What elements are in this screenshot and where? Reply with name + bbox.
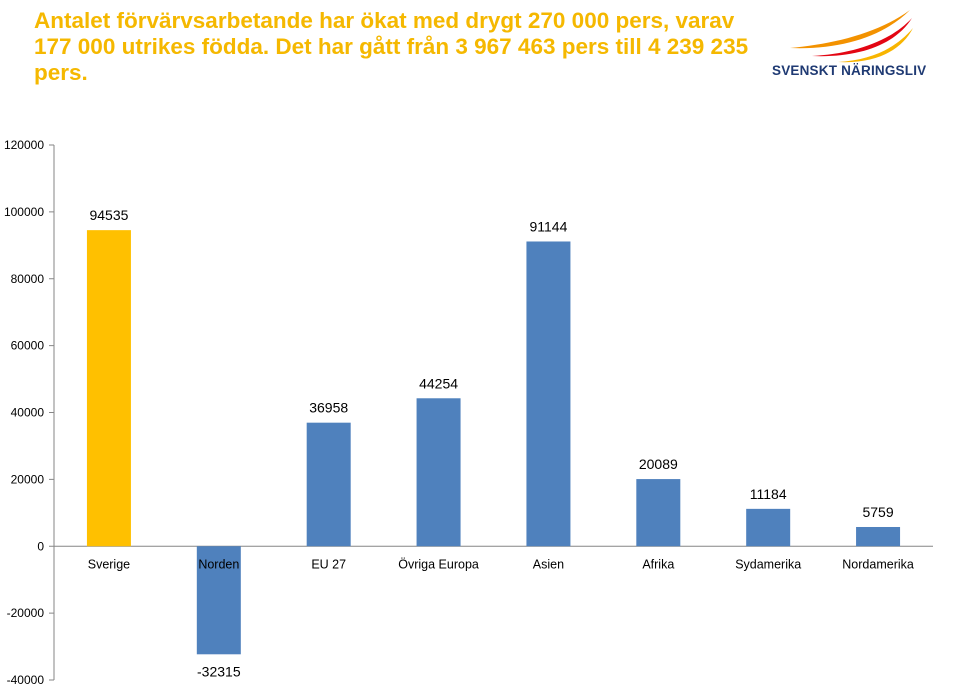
- y-tick-label: 0: [37, 539, 44, 553]
- y-tick-label: 20000: [11, 472, 45, 486]
- data-label: 11184: [750, 486, 787, 502]
- bar-nordamerika: [856, 526, 901, 547]
- y-tick-label: 40000: [11, 406, 45, 420]
- data-label: 94535: [89, 207, 128, 223]
- category-label: Afrika: [642, 557, 674, 571]
- data-label: 44254: [419, 375, 458, 391]
- logo-swoosh-orange: [790, 10, 910, 49]
- y-axis: -40000 -20000 0 20000 40000 60000 80000 100000 1…: [4, 138, 933, 686]
- data-label: 36958: [309, 400, 348, 416]
- data-label: 91144: [529, 218, 567, 234]
- category-labels: Sverige Norden EU 27 Övriga Europa Asien Afri…: [88, 557, 914, 571]
- y-tick-label: -20000: [7, 606, 45, 620]
- data-label: -32315: [197, 663, 241, 679]
- category-label: Nordamerika: [842, 557, 914, 571]
- y-tick-label: 60000: [11, 339, 45, 353]
- data-label: 5759: [862, 504, 893, 520]
- svenskt-naringsliv-logo: [790, 10, 913, 63]
- bar-asien: [526, 241, 571, 547]
- category-label: Norden: [198, 557, 239, 571]
- category-label: Asien: [533, 557, 564, 571]
- bar-sydamerika: [746, 508, 791, 547]
- logo-swoosh-yellow: [838, 28, 913, 63]
- bar-eu-27: [306, 422, 351, 547]
- category-label: Sverige: [88, 557, 130, 571]
- bar-norden: [196, 546, 241, 655]
- data-label: 20089: [639, 456, 678, 472]
- slide-title: Antalet förvärvsarbetande har ökat med d…: [34, 8, 749, 85]
- y-tick-label: 120000: [4, 138, 44, 152]
- data-labels: 94535 -32315 36958 44254 91144 20089 11184 5759: [89, 207, 893, 679]
- category-label: Sydamerika: [735, 557, 801, 571]
- category-label: EU 27: [311, 557, 346, 571]
- bar-sverige: [86, 230, 131, 547]
- logo-swoosh-red: [812, 18, 912, 57]
- y-tick-label: -40000: [7, 673, 45, 686]
- bars: [86, 230, 901, 655]
- bar-afrika: [636, 479, 681, 547]
- y-tick-label: 80000: [11, 272, 45, 286]
- category-label: Övriga Europa: [398, 557, 479, 571]
- y-tick-label: 100000: [4, 205, 44, 219]
- bar--vriga-europa: [416, 398, 461, 547]
- logo-wordmark: SVENSKT NÄRINGSLIV: [772, 63, 927, 78]
